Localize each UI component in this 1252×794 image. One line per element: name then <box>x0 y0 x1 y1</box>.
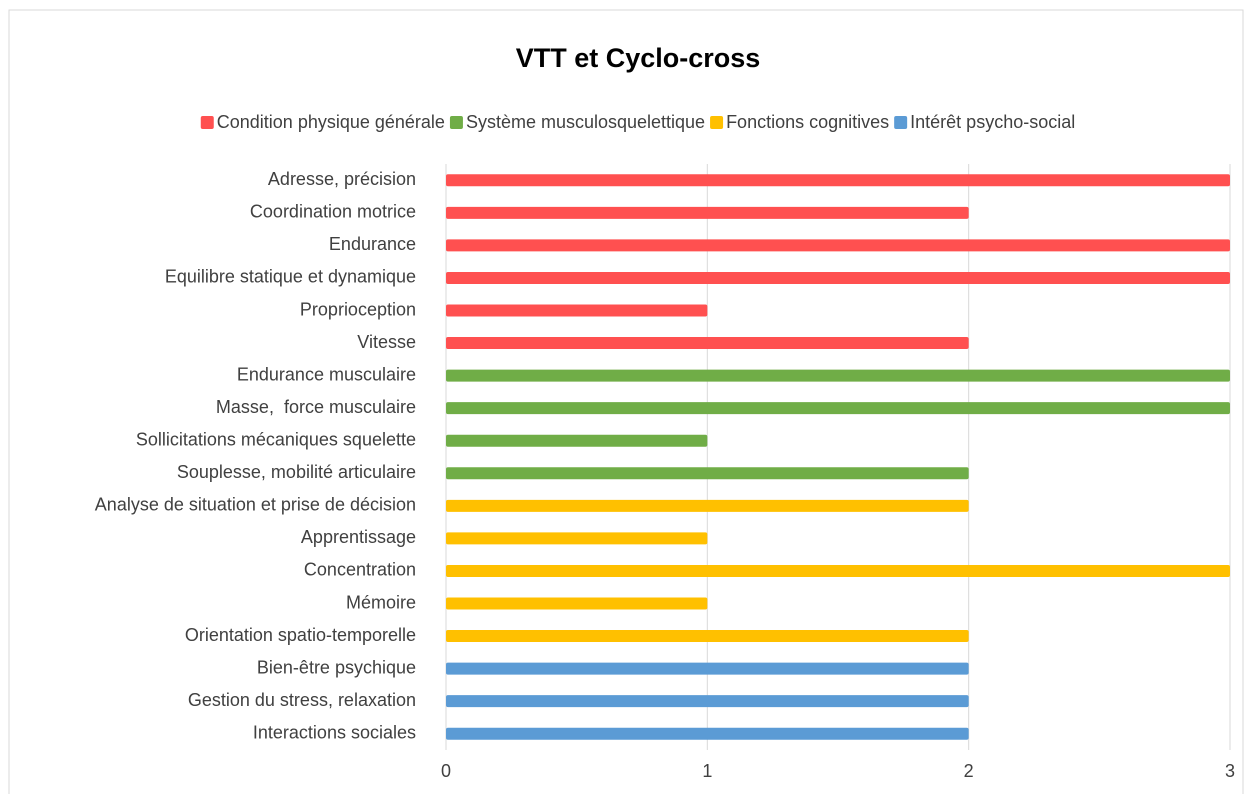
y-tick-label: Masse, force musculaire <box>216 397 416 417</box>
bar <box>446 499 969 512</box>
y-tick-label: Bien-être psychique <box>257 657 416 677</box>
chart-frame <box>8 9 1244 794</box>
bar <box>446 434 708 447</box>
x-tick-label: 2 <box>964 761 974 781</box>
bar <box>446 532 708 545</box>
bar <box>446 467 969 480</box>
legend-label: Système musculosquelettique <box>466 112 705 132</box>
legend-swatch <box>449 116 463 129</box>
legend-swatch <box>200 116 214 129</box>
x-tick-label: 1 <box>702 761 712 781</box>
y-tick-label: Orientation spatio-temporelle <box>185 625 416 645</box>
y-tick-label: Sollicitations mécaniques squelette <box>136 429 416 449</box>
y-tick-label: Souplesse, mobilité articulaire <box>177 462 416 482</box>
bar <box>446 369 1230 382</box>
legend-label: Condition physique générale <box>217 112 445 132</box>
bar <box>446 304 708 317</box>
bar <box>446 630 969 643</box>
y-tick-label: Endurance <box>329 234 416 254</box>
y-tick-label: Endurance musculaire <box>237 364 416 384</box>
legend-label: Intérêt psycho-social <box>910 112 1075 132</box>
x-tick-label: 3 <box>1225 761 1235 781</box>
chart-title: VTT et Cyclo-cross <box>516 43 761 73</box>
y-tick-label: Mémoire <box>346 592 416 612</box>
y-tick-label: Interactions sociales <box>253 722 416 742</box>
legend-swatch <box>894 116 908 129</box>
bar <box>446 206 969 219</box>
y-tick-label: Adresse, précision <box>268 169 416 189</box>
bar <box>446 239 1230 252</box>
bar <box>446 695 969 708</box>
bar <box>446 564 1230 577</box>
bar <box>446 597 708 610</box>
bar <box>446 271 1230 284</box>
legend-swatch <box>710 116 724 129</box>
y-tick-label: Equilibre statique et dynamique <box>165 267 416 287</box>
bar <box>446 174 1230 187</box>
bar <box>446 402 1230 415</box>
bar <box>446 727 969 740</box>
x-tick-label: 0 <box>441 761 451 781</box>
y-tick-label: Analyse de situation et prise de décisio… <box>95 495 416 515</box>
y-tick-label: Gestion du stress, relaxation <box>188 690 416 710</box>
bar <box>446 662 969 675</box>
y-tick-label: Vitesse <box>357 332 416 352</box>
y-tick-label: Proprioception <box>300 299 416 319</box>
y-tick-label: Apprentissage <box>301 527 416 547</box>
legend-label: Fonctions cognitives <box>726 112 889 132</box>
y-tick-label: Coordination motrice <box>250 202 416 222</box>
bar <box>446 337 969 350</box>
y-tick-label: Concentration <box>304 560 416 580</box>
